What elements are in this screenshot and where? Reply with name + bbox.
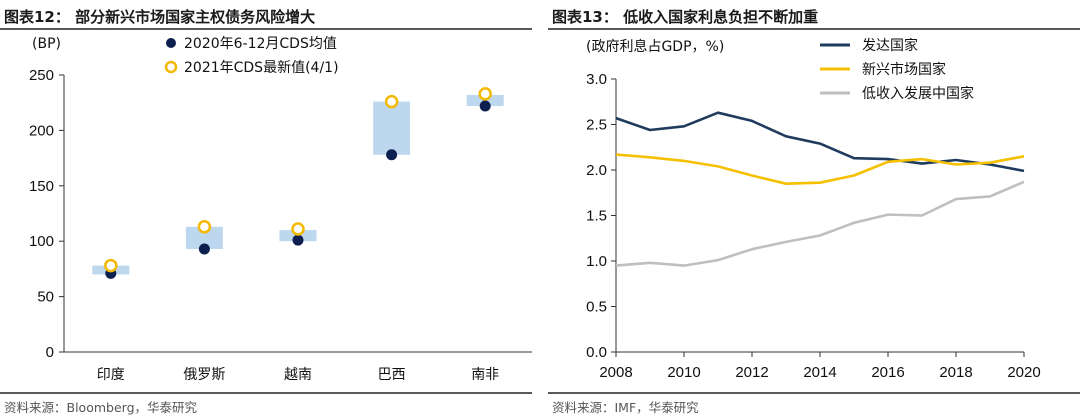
point-cds-latest [291, 222, 305, 236]
chart-marks [615, 111, 1025, 267]
x-tick-label: 南非 [471, 367, 499, 383]
point-cds-latest [478, 87, 492, 101]
y-tick-label: 1.0 [586, 253, 607, 270]
point-cds-latest [104, 258, 118, 273]
point-cds-latest [384, 94, 399, 109]
chart-legend: 2020年6-12月CDS均值 2021年CDS最新值(4/1) [164, 36, 339, 76]
y-tick-label: 0 [46, 344, 54, 361]
y-tick-label: 0.0 [586, 344, 607, 361]
chart-title: 图表12： 部分新兴市场国家主权债务风险增大 [4, 8, 316, 26]
x-tick-label: 2008 [599, 364, 632, 381]
point-cds-latest [197, 220, 212, 234]
x-tick-label: 2010 [667, 364, 700, 381]
x-tick-label: 巴西 [378, 367, 406, 383]
chart-axes: 0 50 100 150 200 250 印度 俄罗斯 越南 巴西 南非 [29, 67, 532, 383]
chart-title-bar: 图表13： 低收入国家利息负担不断加重 [548, 0, 1080, 30]
y-tick-label: 100 [29, 233, 54, 250]
series-line-1 [615, 153, 1025, 185]
y-tick-label: 0.5 [586, 299, 607, 316]
x-tick-label: 2018 [939, 364, 972, 381]
y-axis-unit-label: (政府利息占GDP，%) [586, 38, 724, 55]
x-tick-label: 越南 [284, 367, 312, 383]
source-bar: 资料来源：IMF，华泰研究 [548, 392, 1080, 417]
point-cds-avg [198, 243, 210, 255]
legend-label-cds-avg: 2020年6-12月CDS均值 [184, 36, 337, 52]
source-bar: 资料来源：Bloomberg，华泰研究 [0, 392, 532, 417]
y-tick-label: 50 [37, 289, 54, 306]
chart-title: 图表13： 低收入国家利息负担不断加重 [552, 8, 819, 26]
series-line-0 [615, 111, 1025, 173]
legend-label-0: 发达国家 [862, 37, 918, 54]
legend-label-cds-latest: 2021年CDS最新值(4/1) [184, 60, 339, 76]
source-note: 资料来源：Bloomberg，华泰研究 [4, 400, 197, 415]
legend-marker-cds-avg [166, 38, 176, 48]
y-tick-label: 200 [29, 122, 54, 139]
series-line-2 [615, 180, 1025, 267]
chart-panel-interest: 图表13： 低收入国家利息负担不断加重 (政府利息占GDP，%) 发达国家新兴市… [548, 0, 1080, 417]
y-tick-label: 2.0 [586, 162, 607, 179]
chart-title-bar: 图表12： 部分新兴市场国家主权债务风险增大 [0, 0, 532, 30]
source-note: 资料来源：IMF，华泰研究 [552, 400, 699, 415]
range-bar [185, 226, 223, 249]
range-bar [373, 101, 411, 155]
point-cds-avg [479, 100, 491, 112]
x-tick-label: 2020 [1007, 364, 1040, 381]
chart-marks [92, 87, 504, 279]
legend-marker-cds-latest [164, 60, 178, 74]
legend-label-2: 低收入发展中国家 [862, 85, 974, 102]
chart-panel-cds: 图表12： 部分新兴市场国家主权债务风险增大 (BP) 2020年6-12月CD… [0, 0, 532, 417]
y-tick-label: 2.5 [586, 117, 607, 134]
y-tick-label: 250 [29, 67, 54, 84]
cds-chart-svg: (BP) 2020年6-12月CDS均值 2021年CDS最新值(4/1) 0 5… [29, 36, 532, 383]
x-tick-label: 2012 [735, 364, 768, 381]
y-axis-unit-label: (BP) [32, 36, 61, 52]
legend-label-1: 新兴市场国家 [862, 61, 946, 78]
chart-axes: 0.0 0.5 1.0 1.5 2.0 2.5 3.0 2008 2010 2012 2014 201… [586, 71, 1041, 381]
x-tick-label: 印度 [97, 367, 125, 383]
x-tick-label: 2016 [871, 364, 904, 381]
y-tick-label: 1.5 [586, 208, 607, 225]
point-cds-avg [386, 149, 398, 161]
y-tick-label: 3.0 [586, 71, 607, 88]
x-tick-label: 俄罗斯 [183, 367, 225, 383]
point-cds-avg [292, 234, 304, 246]
x-tick-label: 2014 [803, 364, 836, 381]
y-tick-label: 150 [29, 178, 54, 195]
